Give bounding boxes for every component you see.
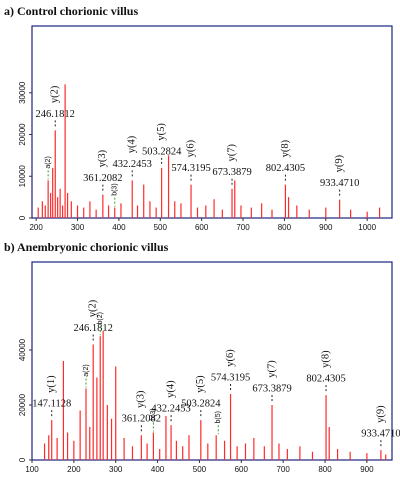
annotation-mz: 673.3879	[252, 383, 291, 394]
x-tick-label: 400	[151, 465, 165, 474]
x-tick-label: 600	[235, 465, 249, 474]
x-tick-label: 500	[193, 465, 207, 474]
plot-frame	[31, 261, 393, 461]
x-tick-label: 800	[278, 223, 292, 232]
annotation-ion: y(8)	[280, 139, 291, 157]
x-tick-label: 500	[154, 223, 168, 232]
x-tick-label: 200	[29, 223, 43, 232]
annotation-mz: 802.4305	[266, 163, 305, 174]
annotation-ion: y(2)	[88, 299, 99, 317]
x-tick-label: 800	[318, 465, 332, 474]
plot-frame	[31, 25, 393, 219]
annotation-mz: 503.2824	[181, 399, 221, 410]
annotation-ion: y(2)	[50, 85, 61, 103]
annotation-mz: 246.1812	[36, 109, 75, 120]
annotation-mz: 246.1812	[74, 323, 113, 334]
minor-annotation-ion: b(3)	[112, 183, 119, 195]
annotation-mz: 933.4710	[361, 429, 400, 440]
x-tick-label: 100	[25, 465, 39, 474]
minor-annotation-ion: a(2)	[83, 364, 90, 376]
y-tick-label: 30000	[18, 81, 27, 104]
x-tick-label: 600	[195, 223, 209, 232]
minor-annotation-ion: b(2)	[97, 312, 104, 324]
y-tick-label: 0	[18, 215, 27, 220]
x-tick-label: 700	[276, 465, 290, 474]
annotation-ion: y(3)	[136, 390, 147, 408]
annotation-mz: 432.2453	[151, 403, 190, 414]
x-tick-label: 200	[67, 465, 81, 474]
annotation-ion: y(4)	[127, 135, 138, 153]
y-tick-label: 0	[18, 457, 27, 462]
minor-annotation-ion: b(5)	[215, 411, 222, 423]
annotation-ion: y(4)	[165, 380, 176, 398]
annotation-mz: 361.2082	[83, 173, 122, 184]
annotation-ion: y(5)	[156, 123, 167, 141]
annotation-ion: y(6)	[185, 139, 196, 157]
x-tick-label: 300	[109, 465, 123, 474]
panel-title: b) Anembryonic chorionic villus	[4, 240, 169, 254]
y-tick-label: 20000	[18, 393, 27, 416]
annotation-ion: y(7)	[226, 144, 237, 162]
annotation-mz: 802.4305	[306, 374, 345, 385]
annotation-ion: y(7)	[266, 360, 277, 378]
y-tick-label: 10000	[18, 165, 27, 188]
y-tick-label: 20000	[18, 123, 27, 146]
annotation-mz: 432.2453	[113, 159, 152, 170]
annotation-ion: y(5)	[195, 375, 206, 393]
annotation-mz: 503.2824	[142, 146, 182, 157]
x-tick-label: 400	[112, 223, 126, 232]
annotation-mz: 574.3195	[171, 163, 210, 174]
annotation-ion: y(3)	[97, 149, 108, 167]
annotation-ion: y(6)	[225, 349, 236, 367]
annotation-ion: y(9)	[375, 405, 386, 423]
annotation-mz: 361.2082	[122, 414, 161, 425]
annotation-ion: y(9)	[334, 154, 345, 172]
annotation-mz: 147.1128	[32, 399, 71, 410]
annotation-ion: y(8)	[320, 350, 331, 368]
x-tick-label: 900	[360, 465, 374, 474]
x-tick-label: 1000	[358, 223, 376, 232]
panel-title: a) Control chorionic villus	[4, 4, 138, 18]
annotation-mz: 933.4710	[320, 178, 359, 189]
x-tick-label: 300	[71, 223, 85, 232]
x-tick-label: 900	[319, 223, 333, 232]
x-tick-label: 700	[236, 223, 250, 232]
minor-annotation-ion: b(3)	[150, 408, 157, 420]
annotation-mz: 673.3879	[212, 167, 251, 178]
annotation-mz: 574.3195	[211, 372, 250, 383]
y-tick-label: 40000	[18, 338, 27, 361]
annotation-ion: y(1)	[46, 375, 57, 393]
minor-annotation-ion: a(2)	[45, 156, 52, 168]
